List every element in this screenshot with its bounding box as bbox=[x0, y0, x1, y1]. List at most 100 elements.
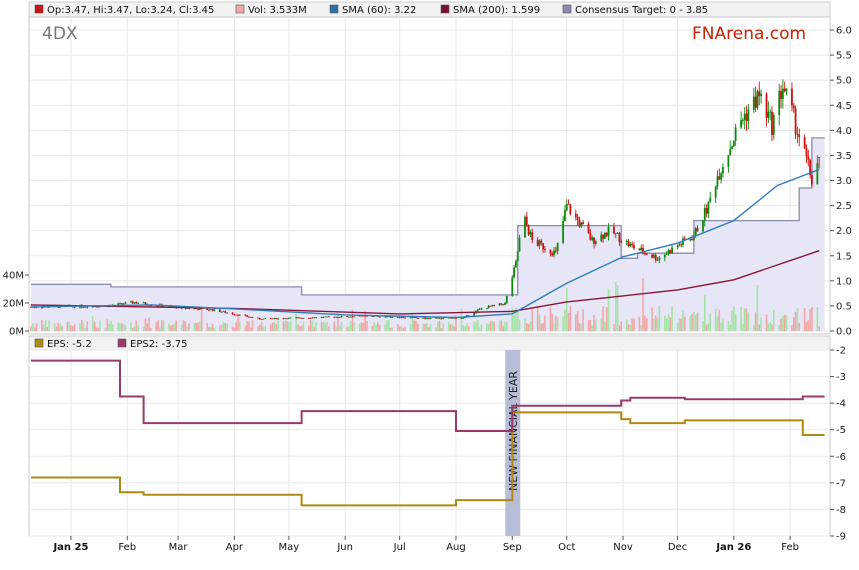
candle-body bbox=[631, 243, 634, 245]
volume-bar bbox=[53, 323, 56, 331]
candle-body bbox=[578, 220, 581, 227]
candle-body bbox=[442, 317, 445, 319]
volume-bar bbox=[707, 323, 710, 331]
candle-body bbox=[298, 317, 301, 319]
volume-bar bbox=[235, 322, 238, 331]
volume-bar bbox=[671, 306, 673, 331]
volume-bar bbox=[542, 322, 544, 331]
volume-bar bbox=[259, 324, 261, 331]
candle-body bbox=[86, 306, 89, 308]
candle-body bbox=[554, 250, 557, 252]
volume-bar bbox=[556, 317, 559, 331]
volume-bar bbox=[346, 326, 348, 331]
volume-bar bbox=[400, 326, 403, 331]
candle-body bbox=[467, 315, 470, 317]
volume-bar bbox=[631, 318, 633, 331]
legend-swatch-2 bbox=[329, 4, 339, 14]
price-axis: 6.0 5.5 5.0 4.5 4.0 3.5 3.0 2.5 2.0 1.5 1.0 0.5 0.0 bbox=[830, 26, 852, 338]
volume-bar bbox=[487, 324, 490, 331]
volume-bar bbox=[95, 327, 98, 331]
date-tick-label: Jan 26 bbox=[715, 542, 751, 553]
candle-body bbox=[289, 317, 292, 319]
volume-bar bbox=[720, 322, 722, 331]
candle-body bbox=[567, 203, 570, 205]
candle-body bbox=[667, 250, 670, 254]
legend-swatch-3 bbox=[440, 4, 450, 14]
volume-bar bbox=[618, 325, 621, 331]
candle-body bbox=[188, 308, 190, 309]
candle-body bbox=[556, 242, 559, 252]
candle-body bbox=[669, 250, 672, 254]
candle-body bbox=[516, 251, 519, 262]
candle-body bbox=[117, 303, 120, 306]
volume-bar bbox=[553, 323, 555, 331]
volume-bar bbox=[231, 326, 234, 331]
candle-body bbox=[629, 243, 632, 247]
candle-body bbox=[747, 109, 750, 122]
legend-swatch-0 bbox=[34, 4, 44, 14]
volume-bar bbox=[271, 322, 274, 331]
volume-bar bbox=[117, 322, 119, 331]
candle-body bbox=[692, 236, 695, 241]
candle-body bbox=[338, 317, 341, 318]
candle-body bbox=[678, 244, 681, 246]
candle-body bbox=[415, 317, 417, 319]
volume-bar bbox=[122, 323, 125, 331]
volume-bar bbox=[264, 326, 267, 331]
price-tick-label: 1.0 bbox=[836, 276, 852, 287]
candle-body bbox=[529, 232, 532, 235]
volume-bar bbox=[575, 314, 577, 331]
sma60-line bbox=[30, 168, 820, 319]
volume-bar bbox=[805, 322, 808, 331]
candle-body bbox=[362, 315, 365, 317]
volume-bar bbox=[360, 322, 363, 331]
candle-body bbox=[769, 111, 772, 113]
date-tick-label: Jul bbox=[393, 542, 406, 553]
volume-bar bbox=[195, 322, 198, 331]
volume-bar bbox=[286, 321, 288, 331]
candle-body bbox=[627, 241, 630, 247]
volume-bar bbox=[148, 317, 150, 331]
candle-body bbox=[613, 226, 615, 234]
brand-label: FNArena.com bbox=[692, 24, 806, 44]
volume-bar bbox=[175, 320, 178, 331]
volume-bar bbox=[525, 323, 528, 331]
candle-body bbox=[438, 317, 441, 319]
date-tick-label: May bbox=[279, 542, 300, 553]
volume-bar bbox=[326, 321, 328, 331]
price-tick-label: 4.5 bbox=[836, 101, 852, 112]
legend-item-2: SMA (60): 3.22 bbox=[342, 5, 416, 16]
candle-body bbox=[616, 232, 619, 234]
volume-bar bbox=[199, 321, 201, 331]
volume-bar bbox=[680, 318, 682, 331]
volume-bar bbox=[170, 325, 172, 331]
volume-bar bbox=[91, 315, 94, 331]
volume-bar bbox=[754, 312, 757, 331]
volume-bar bbox=[48, 320, 50, 331]
volume-bar bbox=[377, 322, 379, 331]
volume-bar bbox=[311, 320, 314, 331]
candle-body bbox=[702, 220, 704, 232]
volume-bar bbox=[562, 316, 564, 331]
volume-bar bbox=[404, 326, 406, 331]
volume-bar bbox=[409, 324, 412, 331]
candle-body bbox=[197, 308, 199, 310]
candle-body bbox=[707, 201, 710, 214]
candle-body bbox=[803, 137, 806, 149]
volume-bar bbox=[733, 306, 735, 331]
volume-bar bbox=[371, 325, 374, 331]
candle-body bbox=[398, 317, 401, 319]
volume-bar bbox=[298, 326, 301, 331]
candle-body bbox=[366, 315, 368, 317]
candle-body bbox=[133, 302, 136, 304]
candle-body bbox=[465, 315, 468, 317]
candle-body bbox=[771, 111, 773, 135]
volume-bar bbox=[551, 314, 554, 331]
volume-bar bbox=[709, 313, 712, 331]
candle-body bbox=[473, 312, 476, 316]
volume-bar bbox=[206, 322, 208, 331]
volume-bar bbox=[467, 326, 470, 331]
volume-bar bbox=[665, 318, 668, 331]
volume-bar bbox=[493, 321, 495, 331]
